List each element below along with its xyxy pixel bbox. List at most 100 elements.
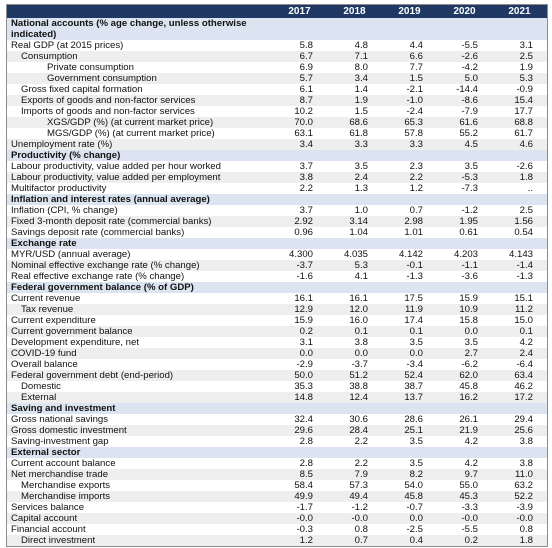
- cell-value: 2.7: [437, 348, 492, 359]
- cell-value: 28.6: [404, 414, 423, 425]
- cell-value: -3.3: [461, 502, 478, 513]
- table-body: National accounts (% age change, unless …: [7, 18, 547, 546]
- cell-value: 0.61: [459, 227, 478, 238]
- cell-value: 3.5: [409, 436, 423, 447]
- cell-value: -2.6: [516, 161, 533, 172]
- cell-value: 8.5: [272, 469, 327, 480]
- cell-value: 4.143: [508, 249, 533, 260]
- cell-value: 4.035: [343, 249, 368, 260]
- cell-value: 2.4: [492, 348, 547, 359]
- data-row: Gross domestic investment 29.6 28.4 25.1 21.…: [7, 425, 547, 436]
- cell-value: 4.142: [398, 249, 423, 260]
- cell-value: -3.4: [406, 359, 423, 370]
- cell-value: 3.3: [327, 139, 382, 150]
- cell-value: -6.4: [516, 359, 533, 370]
- row-label: Saving-investment gap: [11, 436, 109, 447]
- cell-value: -1.0: [382, 95, 437, 106]
- cell-value: 3.7: [299, 205, 313, 216]
- cell-value: -7.9: [461, 106, 478, 117]
- cell-value: 26.1: [459, 414, 478, 425]
- cell-value: 0.7: [409, 205, 423, 216]
- cell-value: 3.4: [272, 139, 327, 150]
- cell-value: -1.7: [296, 502, 313, 513]
- cell-value: -0.3: [296, 524, 313, 535]
- row-label: Gross national savings: [11, 414, 109, 425]
- cell-value: 28.4: [327, 425, 382, 436]
- cell-value: 0.0: [382, 513, 437, 524]
- cell-value: 0.4: [382, 535, 437, 546]
- cell-value: 1.5: [354, 106, 368, 117]
- cell-value: 15.9: [459, 293, 478, 304]
- data-row: Labour productivity, value added per emp…: [7, 172, 547, 183]
- cell-value: -0.9: [516, 84, 533, 95]
- cell-value: -1.2: [351, 502, 368, 513]
- data-row: Merchandise imports 49.9 49.4 45.8 45.3 52.2: [7, 491, 547, 502]
- cell-value: 16.1: [294, 293, 313, 304]
- cell-value: 49.4: [327, 491, 382, 502]
- row-label: Multifactor productivity: [11, 183, 107, 194]
- cell-value: 2.2: [299, 183, 313, 194]
- cell-value: 1.2: [272, 535, 327, 546]
- row-label: External: [7, 392, 272, 403]
- cell-value: -3.9: [516, 502, 533, 513]
- cell-value: 25.1: [382, 425, 437, 436]
- cell-value: 62.0: [437, 370, 492, 381]
- row-label: Private consumption: [47, 62, 134, 73]
- cell-value: 52.4: [382, 370, 437, 381]
- row-label: Fixed 3-month deposit rate (commercial b…: [7, 216, 272, 227]
- cell-value: 11.0: [492, 469, 547, 480]
- row-label: MYR/USD (annual average): [11, 249, 131, 260]
- cell-value: -4.2: [461, 62, 478, 73]
- row-label: Labour productivity, value added per emp…: [7, 172, 272, 183]
- data-row: Services balance -1.7 -1.2 -0.7 -3.3 -3.9: [7, 502, 547, 513]
- cell-value: 1.56: [492, 216, 547, 227]
- cell-value: 5.3: [492, 73, 547, 84]
- row-label: Direct investment: [7, 535, 272, 546]
- cell-value: 12.0: [327, 304, 382, 315]
- cell-value: 1.8: [492, 535, 547, 546]
- data-row: Current revenue 16.1 16.1 17.5 15.9 15.1: [7, 293, 547, 304]
- row-label: Nominal effective exchange rate (% chang…: [7, 260, 272, 271]
- cell-value: 0.96: [294, 227, 313, 238]
- cell-value: 0.8: [354, 524, 368, 535]
- cell-value: 70.0: [272, 117, 327, 128]
- cell-value: 55.0: [459, 480, 478, 491]
- data-row: External 14.8 12.4 13.7 16.2 17.2: [7, 392, 547, 403]
- section-row: External sector: [7, 447, 547, 458]
- cell-value: 55.2: [459, 128, 478, 139]
- data-row: Gross fixed capital formation 6.1 1.4 -2.1 -…: [7, 84, 547, 95]
- data-row: Gross national savings 32.4 30.6 28.6 26.1 29…: [7, 414, 547, 425]
- cell-value: 14.8: [272, 392, 327, 403]
- cell-value: 63.1: [294, 128, 313, 139]
- cell-value: 57.8: [404, 128, 423, 139]
- data-row: Savings deposit rate (commercial banks) 0…: [7, 227, 547, 238]
- cell-value: 1.01: [404, 227, 423, 238]
- cell-value: 2.92: [272, 216, 327, 227]
- cell-value: 4.2: [464, 436, 478, 447]
- cell-value: -1.6: [296, 271, 313, 282]
- cell-value: -3.7: [272, 260, 327, 271]
- row-label: Merchandise exports: [21, 480, 111, 491]
- data-row: Consumption 6.7 7.1 6.6 -2.6 2.5: [7, 51, 547, 62]
- row-label: XGS/GDP (%) (at current market price): [7, 117, 272, 128]
- cell-value: 0.0: [382, 348, 437, 359]
- cell-value: 5.7: [272, 73, 327, 84]
- data-row: Government consumption 5.7 3.4 1.5 5.0 5.3: [7, 73, 547, 84]
- economic-indicators-table: 2017 2018 2019 2020 2021 National accounts (…: [7, 5, 547, 546]
- data-row: Real effective exchange rate (% change) -…: [7, 271, 547, 282]
- cell-value: 4.1: [354, 271, 368, 282]
- cell-value: 6.1: [299, 84, 313, 95]
- cell-value: 15.1: [514, 293, 533, 304]
- row-label: Current expenditure: [11, 315, 96, 326]
- cell-value: 15.4: [492, 95, 547, 106]
- data-row: Financial account -0.3 0.8 -2.5 -5.5 0.8: [7, 524, 547, 535]
- cell-value: 0.2: [272, 326, 327, 337]
- cell-value: 6.6: [382, 51, 437, 62]
- cell-value: 3.14: [327, 216, 382, 227]
- cell-value: -7.3: [461, 183, 478, 194]
- cell-value: 63.2: [514, 480, 533, 491]
- data-row: Multifactor productivity 2.2 1.3 1.2 -7.3..: [7, 183, 547, 194]
- cell-value: 30.6: [349, 414, 368, 425]
- data-row: Federal government debt (end-period) 50.0…: [7, 370, 547, 381]
- cell-value: 0.0: [327, 348, 382, 359]
